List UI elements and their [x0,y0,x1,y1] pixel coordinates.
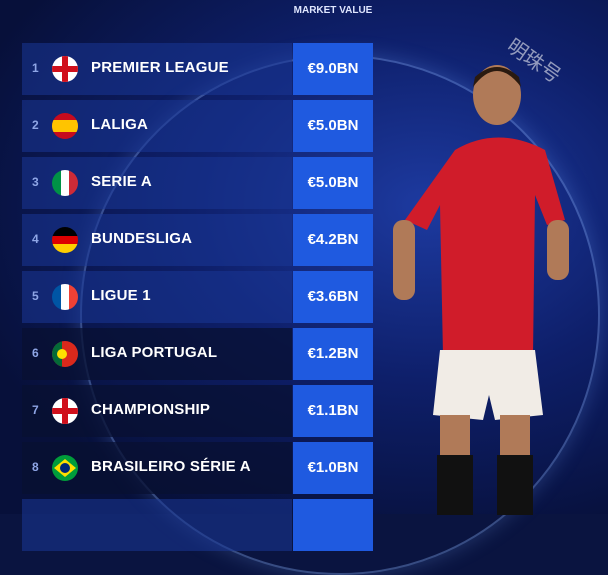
league-name: PREMIER LEAGUE [91,59,229,76]
rank-number: 7 [32,403,39,417]
rank-number: 5 [32,289,39,303]
league-name: CHAMPIONSHIP [91,401,211,418]
market-value: €1.1BN [293,385,373,437]
league-name: LIGA PORTUGAL [91,344,218,361]
player-hair [473,67,521,87]
market-value-header: MARKET VALUE [293,5,373,16]
market-value-box [293,499,373,551]
market-value: €4.2BN [293,214,373,266]
row-label-bar: 4 BUNDESLIGA [22,214,292,266]
table-row-partial [22,499,374,551]
row-label-bar: 2 LALIGA [22,100,292,152]
brazil-flag-icon [52,455,78,481]
rank-number: 4 [32,232,39,246]
row-label-bar: 8 BRASILEIRO SÉRIE A [22,442,292,494]
player-sock-left [437,455,473,515]
market-value: €1.0BN [293,442,373,494]
table-row: 8 BRASILEIRO SÉRIE A €1.0BN [22,442,374,494]
england-flag-icon [52,398,78,424]
spain-flag-icon [52,113,78,139]
row-label-bar [22,499,292,551]
row-label-bar: 3 SERIE A [22,157,292,209]
rank-number: 6 [32,346,39,360]
player-sock-right [497,455,533,515]
portugal-flag-icon [52,341,78,367]
england-flag-icon [52,56,78,82]
row-label-bar: 7 CHAMPIONSHIP [22,385,292,437]
rank-number: 3 [32,175,39,189]
table-row: 4 BUNDESLIGA €4.2BN [22,214,374,266]
league-name: LALIGA [91,116,149,133]
league-name: SERIE A [91,173,152,190]
market-value: €1.2BN [293,328,373,380]
player-arm-left [393,220,415,300]
market-value: €9.0BN [293,43,373,95]
rank-number: 1 [32,61,39,75]
table-row: 5 LIGUE 1 €3.6BN [22,271,374,323]
player-shorts [433,350,543,420]
market-value: €5.0BN [293,100,373,152]
league-name: LIGUE 1 [91,287,151,304]
player-illustration [393,65,569,515]
market-value: €5.0BN [293,157,373,209]
rank-number: 2 [32,118,39,132]
row-label-bar: 6 LIGA PORTUGAL [22,328,292,380]
table-row: 1 PREMIER LEAGUE €9.0BN [22,43,374,95]
player-head [473,65,521,125]
league-name: BUNDESLIGA [91,230,193,247]
row-label-bar: 1 PREMIER LEAGUE [22,43,292,95]
table-row: 2 LALIGA €5.0BN [22,100,374,152]
player-arm-right [547,220,569,280]
germany-flag-icon [52,227,78,253]
rank-number: 8 [32,460,39,474]
table-row: 7 CHAMPIONSHIP €1.1BN [22,385,374,437]
table-row: 3 SERIE A €5.0BN [22,157,374,209]
market-value: €3.6BN [293,271,373,323]
player-shirt [405,137,565,355]
france-flag-icon [52,284,78,310]
row-label-bar: 5 LIGUE 1 [22,271,292,323]
table-row: 6 LIGA PORTUGAL €1.2BN [22,328,374,380]
league-name: BRASILEIRO SÉRIE A [91,458,251,475]
italy-flag-icon [52,170,78,196]
